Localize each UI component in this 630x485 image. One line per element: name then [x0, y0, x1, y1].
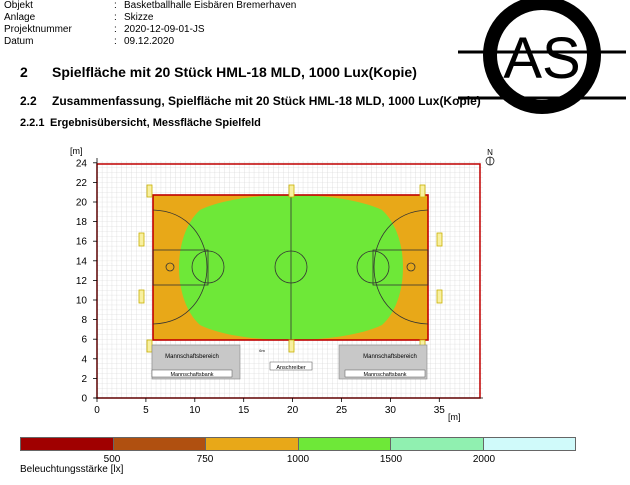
- meta-value: Basketballhalle Eisbären Bremerhaven: [124, 0, 297, 11]
- meta-row-object: Objekt : Basketballhalle Eisbären Bremer…: [4, 0, 296, 12]
- bench-right-label: Mannschaftsbank: [363, 372, 406, 378]
- legend-tick: 750: [196, 454, 214, 465]
- y-tick-label: 12: [76, 276, 88, 287]
- legend-unit-label: Beleuchtungsstärke [lx]: [20, 464, 124, 475]
- x-tick-label: 15: [238, 405, 250, 416]
- meta-key: Projektnummer: [4, 24, 72, 35]
- subsubsection-number: 2.2.1: [20, 117, 45, 129]
- legend-tick: 2000: [472, 454, 496, 465]
- legend-tick: 500: [103, 454, 121, 465]
- meta-sep: :: [114, 36, 117, 47]
- section-number: 2: [20, 64, 28, 80]
- legend-swatch: [483, 438, 575, 450]
- bench-left: [151, 369, 233, 378]
- meta-value: 09.12.2020: [124, 36, 175, 47]
- meta-value: 2020-12-09-01-JS: [124, 24, 205, 35]
- y-tick-label: 8: [81, 315, 87, 326]
- court-lines: [152, 195, 429, 340]
- section-heading: 2 Spielfläche mit 20 Stück HML-18 MLD, 10…: [20, 64, 417, 80]
- legend-swatch: [298, 438, 391, 450]
- x-tick-label: 30: [385, 405, 397, 416]
- meta-value: Skizze: [124, 12, 154, 23]
- y-tick-label: 16: [76, 237, 88, 248]
- color-legend: [20, 437, 576, 451]
- company-logo: AS: [458, 0, 626, 114]
- north-label: N: [487, 148, 493, 157]
- x-tick-label: 35: [434, 405, 446, 416]
- x-axis-unit: [m]: [448, 412, 461, 422]
- subsection-title: Zusammenfassung, Spielfläche mit 20 Stüc…: [52, 94, 481, 108]
- y-tick-label: 0: [81, 394, 87, 405]
- x-axis-ticks: 0 5 10 15 20 25 30 35: [94, 398, 445, 416]
- meta-key: Datum: [4, 36, 34, 47]
- meta-sep: :: [114, 12, 117, 23]
- dimension-label: 6m: [259, 348, 265, 353]
- illuminance-plot: Mannschaftsbereich Mannschaftsbereich Ma…: [70, 146, 495, 422]
- legend-swatch: [391, 438, 484, 450]
- y-tick-label: 20: [76, 198, 88, 209]
- meta-sep: :: [114, 0, 117, 11]
- meta-key: Anlage: [4, 12, 36, 23]
- meta-row-date: Datum : 09.12.2020: [4, 36, 296, 48]
- y-tick-label: 18: [76, 217, 88, 228]
- y-tick-label: 6: [81, 335, 87, 346]
- x-tick-label: 0: [94, 405, 100, 416]
- y-tick-label: 2: [81, 374, 87, 385]
- meta-row-project-number: Projektnummer : 2020-12-09-01-JS: [4, 24, 296, 36]
- meta-sep: :: [114, 24, 117, 35]
- scorer-label: Anschreiber: [276, 365, 306, 371]
- section-title: Spielfläche mit 20 Stück HML-18 MLD, 100…: [52, 64, 417, 80]
- legend-tick: 1000: [286, 454, 310, 465]
- legend-tick: 1500: [379, 454, 403, 465]
- meta-key: Objekt: [4, 0, 33, 11]
- legend-swatch: [206, 438, 299, 450]
- logo-text: AS: [503, 26, 580, 91]
- x-tick-label: 5: [143, 405, 149, 416]
- y-tick-label: 24: [76, 158, 88, 169]
- bench-right: [344, 369, 426, 378]
- y-tick-label: 4: [81, 354, 87, 365]
- x-tick-label: 10: [189, 405, 201, 416]
- meta-row-installation: Anlage : Skizze: [4, 12, 296, 24]
- y-tick-label: 10: [76, 296, 88, 307]
- subsubsection-title: Ergebnisübersicht, Messfläche Spielfeld: [50, 117, 261, 129]
- legend-swatch: [113, 438, 206, 450]
- bench-area-right-label: Mannschaftsbereich: [363, 354, 417, 360]
- subsection-heading: 2.2 Zusammenfassung, Spielfläche mit 20 S…: [20, 94, 481, 108]
- subsection-number: 2.2: [20, 94, 37, 108]
- scorer-table: [269, 361, 313, 371]
- project-metadata: Objekt : Basketballhalle Eisbären Bremer…: [4, 0, 296, 48]
- bench-left-label: Mannschaftsbank: [170, 372, 213, 378]
- bench-area-left-label: Mannschaftsbereich: [165, 354, 219, 360]
- x-tick-label: 25: [336, 405, 348, 416]
- y-tick-label: 22: [76, 178, 88, 189]
- legend-ticks: 500 750 1000 1500 2000: [0, 454, 630, 468]
- legend-swatch: [21, 438, 114, 450]
- y-tick-label: 14: [76, 256, 88, 267]
- subsubsection-heading: 2.2.1 Ergebnisübersicht, Messfläche Spiel…: [20, 117, 261, 129]
- y-axis-unit: [m]: [70, 146, 83, 156]
- x-tick-label: 20: [287, 405, 299, 416]
